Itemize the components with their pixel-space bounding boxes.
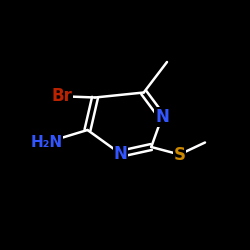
Text: Br: Br [52,87,72,105]
Text: S: S [174,146,186,164]
Text: N: N [155,108,169,126]
Text: H₂N: H₂N [30,135,62,150]
Text: N: N [114,145,128,163]
